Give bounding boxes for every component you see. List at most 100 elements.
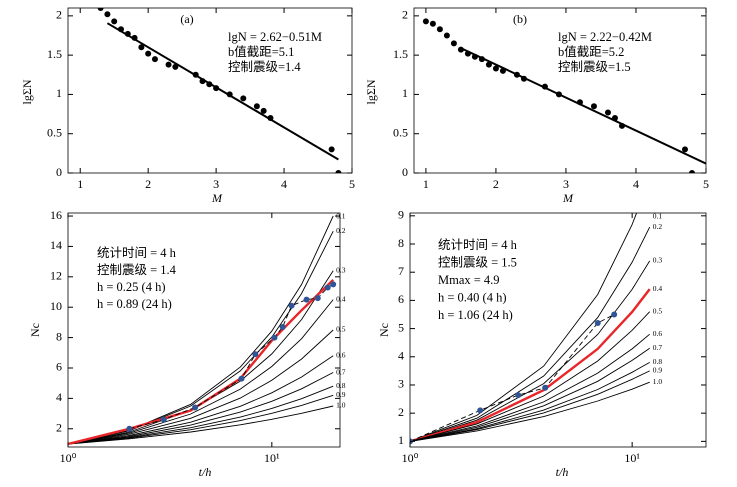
marker (271, 334, 278, 341)
axes-frame (67, 212, 341, 448)
annotation: 控制震级 = 1.5 (438, 255, 517, 269)
x-tick-label: 10⁰ (60, 451, 77, 465)
marker (160, 416, 167, 423)
curve (68, 405, 334, 445)
x-tick-label: 1 (77, 177, 83, 191)
marker (165, 61, 172, 68)
marker (604, 109, 611, 116)
annotation: 统计时间 = 4 h (438, 238, 518, 252)
marker (279, 323, 286, 330)
y-tick-label: 5 (398, 320, 404, 334)
y-tick-label: 16 (50, 208, 62, 222)
annotation: 统计时间 = 4 h (97, 246, 177, 260)
curve (410, 213, 638, 442)
y-tick-label: 1.5 (393, 47, 408, 61)
marker (252, 351, 259, 358)
curve-label: 0.8 (653, 357, 663, 366)
x-tick-label: 3 (213, 177, 219, 191)
curve (68, 299, 334, 445)
plot-area (97, 8, 342, 173)
curve-label: 0.6 (336, 351, 346, 360)
y-tick-label: 2 (402, 8, 408, 22)
marker (515, 392, 522, 399)
plot-area (68, 215, 337, 446)
y-tick-label: 0 (56, 165, 62, 179)
y-axis-label: Nc (28, 323, 42, 337)
curve-label: 0.2 (653, 222, 663, 231)
curve-label: 0.1 (653, 212, 663, 221)
marker (436, 26, 443, 33)
marker (477, 407, 484, 414)
curve-label: 0.2 (336, 226, 346, 235)
y-tick-label: 0.5 (47, 125, 62, 139)
curve-label: 0.9 (336, 390, 346, 399)
curve-label: 1.0 (653, 377, 663, 386)
curve (410, 288, 651, 443)
curve-label: 0.4 (653, 284, 663, 293)
marker (590, 103, 597, 110)
curve-label: 0.3 (653, 256, 663, 265)
marker (492, 65, 499, 72)
annotation: h = 0.25 (4 h) (97, 280, 166, 294)
marker (681, 146, 688, 153)
marker (240, 95, 247, 102)
x-tick-label: 2 (145, 177, 151, 191)
marker (260, 107, 267, 114)
axes-frame (413, 7, 707, 174)
x-tick-label: 2 (493, 177, 499, 191)
axes-frame (67, 7, 353, 174)
y-tick-label: 7 (398, 264, 404, 278)
x-axis-label: M (562, 191, 574, 205)
x-tick-label: 4 (633, 177, 639, 191)
marker (314, 295, 321, 302)
marker (151, 56, 158, 63)
annotation: b值截距=5.2 (558, 44, 624, 59)
annotation: h = 1.06 (24 h) (438, 308, 513, 322)
marker (324, 284, 331, 291)
curve-label: 0.7 (336, 367, 346, 376)
annotation: lgN = 2.62−0.51M (228, 30, 322, 44)
annotation: h = 0.40 (4 h) (438, 290, 507, 304)
x-tick-label: 5 (349, 177, 355, 191)
x-axis-label: t/h (556, 465, 569, 479)
x-axis-label: M (211, 191, 223, 205)
curve (410, 226, 651, 442)
axes-frame (409, 212, 707, 448)
marker (172, 63, 179, 70)
curve (410, 333, 650, 442)
y-tick-label: 6 (56, 360, 62, 374)
curve (410, 311, 651, 442)
curve (106, 22, 339, 161)
y-tick-label: 6 (398, 292, 404, 306)
curve (68, 372, 334, 445)
curve-label: 0.7 (653, 343, 663, 352)
x-axis-label: t/h (199, 465, 212, 479)
y-tick-label: 2 (56, 421, 62, 435)
y-tick-label: 12 (50, 269, 62, 283)
marker (253, 103, 260, 110)
x-tick-label: 5 (703, 177, 709, 191)
marker (303, 296, 310, 303)
panel-label: (b) (513, 12, 527, 26)
annotation: 控制震级=1.5 (558, 60, 631, 74)
y-tick-label: 14 (50, 238, 62, 252)
y-axis-label: Nc (377, 323, 391, 337)
marker (192, 404, 199, 411)
annotation: b值截距=5.1 (228, 44, 294, 59)
curve-label: 0.9 (653, 366, 663, 375)
x-tick-label: 10¹ (624, 451, 640, 465)
marker (145, 50, 152, 57)
curve (410, 260, 651, 442)
x-tick-label: 3 (563, 177, 569, 191)
y-tick-label: 1 (56, 86, 62, 100)
marker (138, 44, 145, 51)
curve-label: 0.1 (336, 212, 346, 221)
curve-label: 0.3 (336, 265, 346, 274)
y-tick-label: 8 (398, 236, 404, 250)
y-tick-label: 1 (398, 433, 404, 447)
marker (97, 8, 104, 11)
marker (104, 11, 111, 18)
marker (450, 40, 457, 47)
observed-line (410, 314, 615, 442)
curve-label: 0.5 (653, 306, 663, 315)
